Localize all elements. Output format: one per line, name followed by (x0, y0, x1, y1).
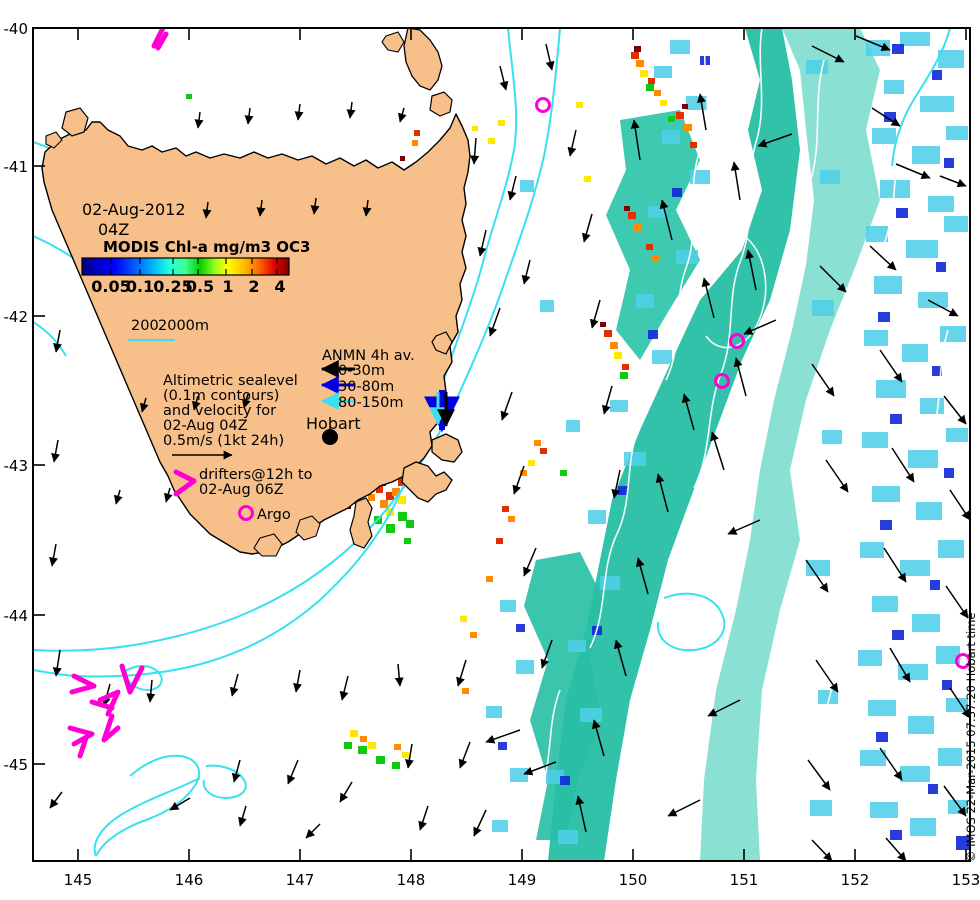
altimetry-legend: Altimetric sealevel (0.1m contours) and … (163, 373, 298, 460)
imos-credit: © IMOS 22-Mar-2015 07:37:20 Hobart time (964, 612, 978, 862)
bathy-label-200: 200 (131, 318, 159, 334)
y-tick-label-1: -41 (4, 158, 29, 176)
y-ticks (33, 27, 45, 765)
drifter-legend-symbol (173, 469, 197, 497)
argo-legend: Argo (238, 505, 291, 523)
argo-marker (714, 373, 730, 389)
x-tick-label-1: 146 (175, 871, 204, 889)
x-tick-label-8: 153 (952, 871, 980, 889)
hobart-label: Hobart (306, 414, 361, 433)
anmn-mooring-arrows (424, 390, 460, 433)
colorbar-tick-2: 0.25 (153, 277, 192, 296)
anmn-legend-title: ANMN 4h av. (322, 348, 415, 364)
x-ticks (77, 28, 967, 861)
argo-legend-symbol (238, 505, 254, 521)
y-tick-label-4: -44 (4, 607, 29, 625)
hobart-marker (322, 429, 338, 445)
map-annotations: 02-Aug-2012 04Z MODIS Chl-a mg/m3 OC3 0.… (81, 200, 415, 523)
colorbar-tick-3: 0.5 (186, 277, 214, 296)
colorbar: 0.05 0.1 0.25 0.5 1 2 4 (81, 257, 290, 296)
anmn-legend-label-2: 80-150m (338, 395, 403, 411)
anmn-legend-label-1: 30-80m (338, 379, 394, 395)
velocity-arrows (49, 35, 970, 861)
altimetry-line-2: and velocity for (163, 403, 276, 419)
drifter-legend-line-0: drifters@12h to (199, 467, 313, 483)
drifter-tracks (67, 28, 169, 759)
axis-frame: 145 146 147 148 149 150 151 152 153 -40 … (4, 20, 980, 889)
x-tick-label-5: 150 (619, 871, 648, 889)
time-label: 04Z (98, 220, 129, 239)
bathymetry-legend: 200 2000m (128, 318, 209, 341)
chlorophyll-raster (186, 28, 970, 861)
y-tick-label-0: -40 (4, 20, 29, 38)
tasmania-landmass (41, 28, 471, 557)
date-label: 02-Aug-2012 (82, 200, 186, 219)
anmn-legend-label-0: 0-30m (338, 363, 385, 379)
y-tick-label-2: -42 (4, 308, 29, 326)
x-tick-label-0: 145 (64, 871, 93, 889)
x-tick-label-4: 149 (508, 871, 537, 889)
y-tick-label-3: -43 (4, 457, 29, 475)
colorbar-tick-0: 0.05 (91, 277, 130, 296)
sealevel-contours (537, 28, 949, 799)
y-tick-label-5: -45 (4, 756, 29, 774)
argo-legend-label: Argo (257, 507, 291, 523)
colorbar-tick-4: 1 (222, 277, 233, 296)
x-tick-label-7: 152 (841, 871, 870, 889)
x-tick-label-3: 148 (397, 871, 426, 889)
drifter-legend-line-1: 02-Aug 06Z (199, 482, 284, 498)
x-tick-label-6: 151 (730, 871, 759, 889)
colorbar-title: MODIS Chl-a mg/m3 OC3 (103, 238, 310, 256)
colorbar-gradient (81, 257, 290, 276)
colorbar-tick-1: 0.1 (126, 277, 154, 296)
plot-area (33, 28, 970, 861)
altimetry-line-1: (0.1m contours) (163, 388, 279, 404)
altimetry-line-4: 0.5m/s (1kt 24h) (163, 433, 284, 449)
colorbar-tick-5: 2 (248, 277, 259, 296)
bathy-label-2000: 2000m (158, 318, 209, 334)
drifter-legend: drifters@12h to 02-Aug 06Z (173, 467, 313, 498)
x-tick-label-2: 147 (286, 871, 315, 889)
altimetry-line-3: 02-Aug 04Z (163, 418, 248, 434)
anmn-legend: ANMN 4h av. 0-30m 30-80m 80-150m (320, 348, 415, 411)
colorbar-tick-6: 4 (274, 277, 285, 296)
altimetry-line-0: Altimetric sealevel (163, 373, 298, 389)
argo-marker (729, 333, 745, 349)
argo-marker (535, 97, 551, 113)
